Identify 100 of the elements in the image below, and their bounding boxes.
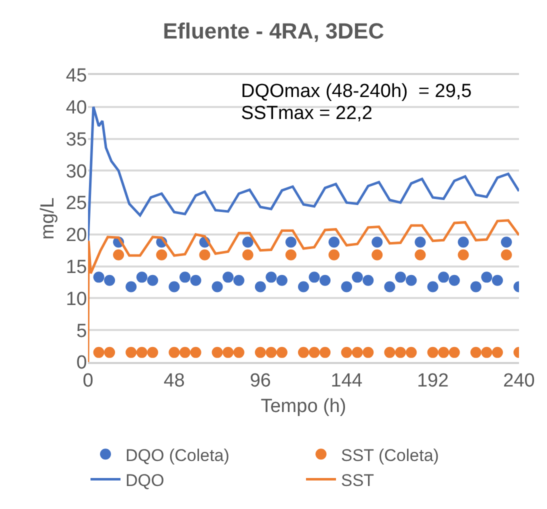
point	[481, 272, 492, 283]
point	[126, 346, 137, 358]
legend-label: DQO	[126, 470, 164, 490]
point	[372, 249, 383, 260]
point	[414, 249, 426, 260]
point	[254, 346, 266, 358]
point	[147, 274, 158, 286]
point	[298, 281, 309, 292]
y-tick-label: 35	[66, 129, 87, 150]
point	[179, 346, 190, 358]
point	[179, 272, 190, 283]
point	[406, 274, 417, 286]
point	[352, 346, 363, 358]
point	[448, 274, 460, 286]
point	[212, 281, 223, 292]
point	[285, 236, 296, 248]
point	[341, 281, 352, 292]
line-series	[88, 219, 519, 362]
legend-label: SST (Coleta)	[341, 446, 439, 465]
point	[168, 281, 180, 292]
point	[470, 281, 482, 292]
point	[199, 249, 210, 260]
point	[427, 346, 438, 358]
point	[276, 274, 288, 286]
point	[394, 346, 406, 358]
point	[320, 274, 331, 286]
point	[362, 346, 374, 358]
point	[156, 249, 168, 260]
point	[126, 281, 137, 292]
y-tick-label: 45	[66, 66, 87, 87]
point	[438, 272, 450, 283]
point	[222, 272, 234, 283]
annotation: SSTmax = 22,2	[241, 103, 372, 124]
point	[414, 236, 426, 248]
point	[104, 274, 116, 286]
point	[168, 346, 180, 358]
point	[470, 346, 482, 358]
y-tick-label: 5	[76, 320, 87, 342]
point	[328, 236, 340, 248]
point	[308, 346, 320, 358]
point	[190, 346, 202, 358]
y-tick-label: 15	[66, 256, 87, 278]
point	[113, 249, 124, 260]
point	[222, 346, 234, 358]
point	[384, 346, 396, 358]
point	[242, 249, 254, 260]
point	[394, 272, 406, 283]
point	[458, 249, 469, 260]
point	[352, 272, 363, 283]
point	[458, 236, 469, 248]
point	[500, 236, 512, 248]
y-axis-title: mg/L	[38, 197, 59, 240]
point	[93, 272, 104, 283]
point	[362, 274, 374, 286]
point	[233, 346, 244, 358]
point	[233, 274, 244, 286]
point	[384, 281, 396, 292]
y-tick-label: 25	[66, 193, 87, 214]
point	[212, 346, 223, 358]
point	[320, 346, 331, 358]
point	[136, 272, 148, 283]
point	[438, 346, 450, 358]
point	[266, 346, 277, 358]
x-tick-label: 240	[503, 370, 535, 392]
annotation: DQOmax (48-240h) = 29,5	[241, 81, 472, 102]
x-tick-label: 48	[164, 370, 185, 392]
legend-label: SST	[341, 470, 374, 490]
point	[147, 346, 158, 358]
point	[341, 346, 352, 358]
point	[308, 272, 320, 283]
point	[298, 346, 309, 358]
chart-title: Efluente - 4RA, 3DEC	[162, 18, 384, 44]
point	[93, 346, 104, 358]
x-tick-label: 144	[330, 370, 363, 392]
point	[242, 236, 254, 248]
point	[427, 281, 438, 292]
legend-label: DQO (Coleta)	[126, 446, 230, 465]
y-tick-label: 0	[76, 352, 87, 374]
point	[190, 274, 202, 286]
point	[372, 236, 383, 248]
y-tick-label: 30	[66, 161, 87, 182]
y-tick-label: 20	[66, 225, 87, 246]
point	[276, 346, 288, 358]
x-tick-label: 192	[416, 370, 449, 392]
point	[285, 249, 296, 260]
y-tick-label: 40	[66, 98, 87, 119]
point	[492, 274, 503, 286]
point	[104, 346, 116, 358]
point	[254, 281, 266, 292]
point	[481, 346, 492, 358]
x-axis-title: Tempo (h)	[260, 396, 346, 417]
point	[266, 272, 277, 283]
point	[448, 346, 460, 358]
y-tick-label: 10	[66, 288, 87, 310]
point	[492, 346, 503, 358]
line-series	[88, 106, 519, 242]
point	[500, 249, 512, 260]
point	[136, 346, 148, 358]
point	[328, 249, 340, 260]
x-tick-label: 96	[250, 370, 271, 392]
